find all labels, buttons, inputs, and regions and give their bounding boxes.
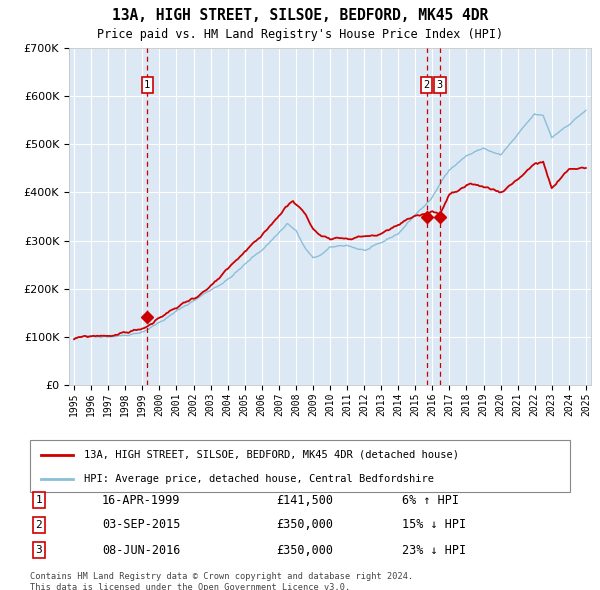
Text: 08-JUN-2016: 08-JUN-2016 (102, 543, 181, 556)
Text: 15% ↓ HPI: 15% ↓ HPI (402, 519, 466, 532)
Text: £350,000: £350,000 (276, 543, 333, 556)
Text: 2: 2 (35, 520, 43, 530)
Text: 2: 2 (424, 80, 430, 90)
Text: 1: 1 (35, 495, 43, 505)
Text: Contains HM Land Registry data © Crown copyright and database right 2024.: Contains HM Land Registry data © Crown c… (30, 572, 413, 581)
Text: 13A, HIGH STREET, SILSOE, BEDFORD, MK45 4DR: 13A, HIGH STREET, SILSOE, BEDFORD, MK45 … (112, 8, 488, 23)
Text: 3: 3 (437, 80, 443, 90)
Text: 3: 3 (35, 545, 43, 555)
Text: This data is licensed under the Open Government Licence v3.0.: This data is licensed under the Open Gov… (30, 583, 350, 590)
Text: 6% ↑ HPI: 6% ↑ HPI (402, 493, 459, 506)
Text: £141,500: £141,500 (276, 493, 333, 506)
Text: £350,000: £350,000 (276, 519, 333, 532)
Text: Price paid vs. HM Land Registry's House Price Index (HPI): Price paid vs. HM Land Registry's House … (97, 28, 503, 41)
Text: 16-APR-1999: 16-APR-1999 (102, 493, 181, 506)
Text: 03-SEP-2015: 03-SEP-2015 (102, 519, 181, 532)
Text: 13A, HIGH STREET, SILSOE, BEDFORD, MK45 4DR (detached house): 13A, HIGH STREET, SILSOE, BEDFORD, MK45 … (84, 450, 459, 460)
Text: 1: 1 (144, 80, 151, 90)
Text: HPI: Average price, detached house, Central Bedfordshire: HPI: Average price, detached house, Cent… (84, 474, 434, 484)
Text: 23% ↓ HPI: 23% ↓ HPI (402, 543, 466, 556)
